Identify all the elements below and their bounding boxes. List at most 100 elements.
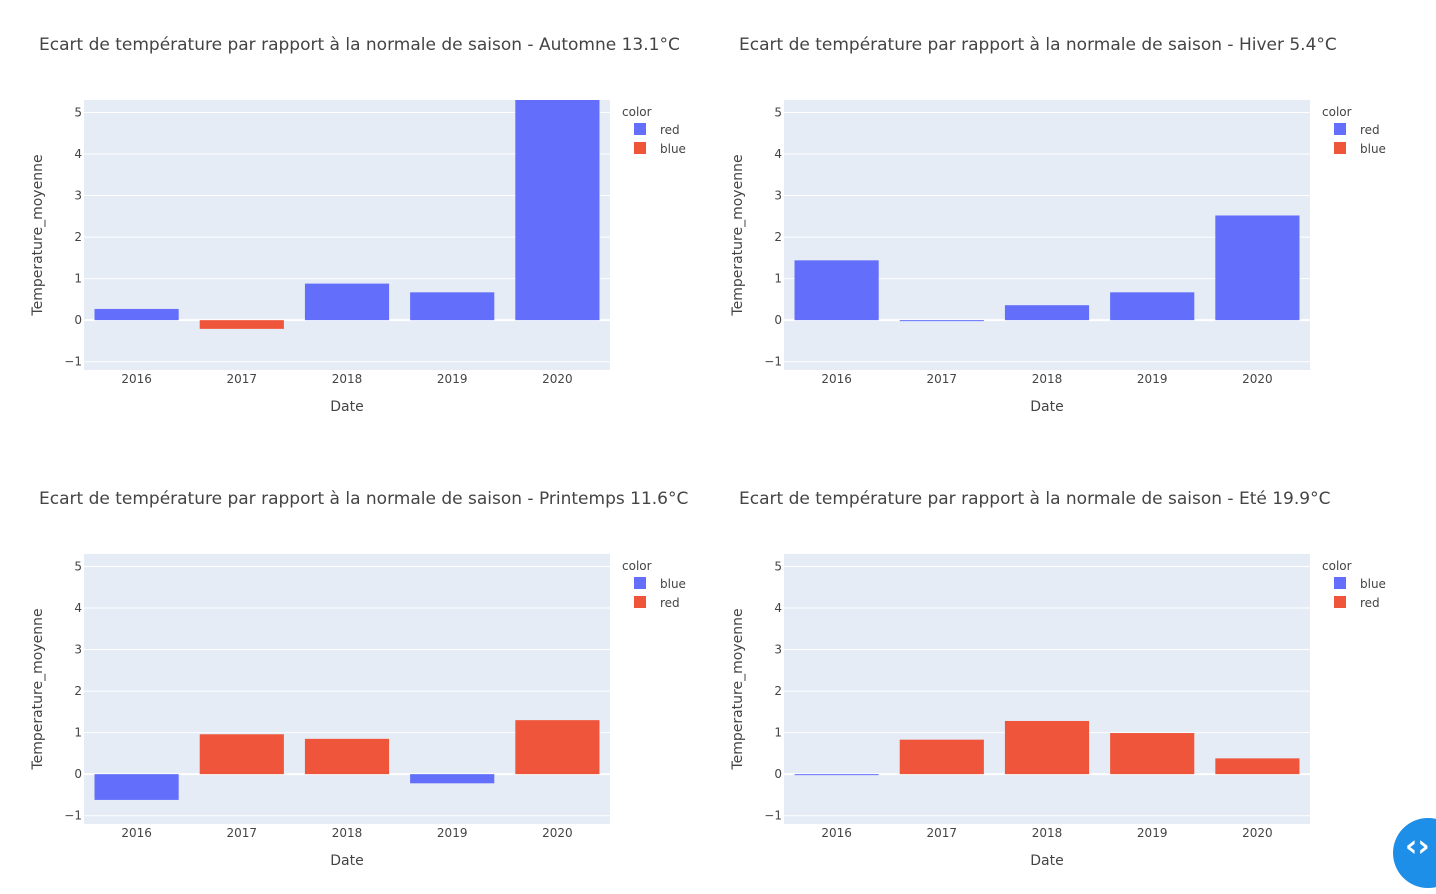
y-tick-label: 0: [74, 313, 82, 327]
bar: [1215, 215, 1300, 321]
y-tick-label: 4: [74, 601, 82, 615]
legend-swatch: [634, 596, 646, 608]
chart-title: Ecart de température par rapport à la no…: [39, 489, 688, 509]
chart-panel-hiver: Ecart de température par rapport à la no…: [700, 0, 1400, 440]
bar: [199, 320, 284, 329]
legend-swatch: [1334, 596, 1346, 608]
bar: [1215, 758, 1300, 775]
y-tick-label: 1: [74, 272, 82, 286]
plot-area: [784, 554, 1310, 824]
x-tick-label: 2018: [1032, 826, 1063, 840]
y-tick-label: 0: [774, 767, 782, 781]
y-axis-title: Temperature_moyenne: [730, 154, 746, 316]
bar: [1110, 292, 1195, 321]
y-tick-label: 3: [774, 189, 782, 203]
y-axis-title: Temperature_moyenne: [730, 608, 746, 770]
y-tick-label: 4: [774, 601, 782, 615]
legend-label: red: [660, 123, 680, 137]
x-axis-title: Date: [330, 399, 363, 415]
x-axis-title: Date: [1030, 853, 1063, 869]
chart-automne: Ecart de température par rapport à la no…: [30, 35, 686, 415]
legend-swatch: [634, 142, 646, 154]
y-tick-label: 0: [74, 767, 82, 781]
x-tick-label: 2019: [1137, 826, 1168, 840]
x-tick-label: 2016: [821, 372, 852, 386]
y-tick-label: 0: [774, 313, 782, 327]
x-tick-label: 2018: [1032, 372, 1063, 386]
y-tick-label: 1: [774, 272, 782, 286]
y-tick-label: 3: [74, 189, 82, 203]
y-tick-label: 2: [74, 230, 82, 244]
x-axis-title: Date: [1030, 399, 1063, 415]
legend-title: color: [622, 559, 652, 573]
legend-title: color: [1322, 559, 1352, 573]
bar: [410, 774, 495, 784]
x-tick-label: 2017: [227, 372, 258, 386]
legend-label: blue: [660, 142, 686, 156]
bar: [1004, 305, 1090, 321]
y-tick-label: 4: [774, 147, 782, 161]
y-tick-label: 4: [74, 147, 82, 161]
legend-swatch: [634, 577, 646, 589]
x-tick-label: 2020: [542, 826, 573, 840]
x-tick-label: 2020: [1242, 826, 1273, 840]
y-tick-label: −1: [764, 809, 782, 823]
y-axis-title: Temperature_moyenne: [30, 154, 46, 316]
chart-panel-automne: Ecart de température par rapport à la no…: [0, 0, 700, 440]
chart-title: Ecart de température par rapport à la no…: [39, 35, 680, 55]
chart-title: Ecart de température par rapport à la no…: [739, 489, 1330, 509]
y-tick-label: 2: [774, 684, 782, 698]
bar: [515, 720, 600, 775]
x-tick-label: 2018: [332, 826, 363, 840]
chart-ete: Ecart de température par rapport à la no…: [730, 489, 1386, 869]
chart-hiver: Ecart de température par rapport à la no…: [730, 35, 1386, 415]
x-tick-label: 2019: [1137, 372, 1168, 386]
legend-swatch: [1334, 123, 1346, 135]
y-tick-label: 3: [74, 643, 82, 657]
legend-label: blue: [660, 577, 686, 591]
bar: [304, 738, 390, 775]
bar: [1004, 720, 1090, 775]
bar: [94, 308, 179, 321]
y-tick-label: −1: [64, 355, 82, 369]
x-tick-label: 2020: [1242, 372, 1273, 386]
bar: [410, 292, 495, 321]
x-tick-label: 2017: [927, 826, 958, 840]
y-tick-label: 1: [74, 726, 82, 740]
bar: [515, 100, 600, 321]
bar: [899, 739, 984, 775]
bar: [94, 774, 179, 800]
y-tick-label: −1: [764, 355, 782, 369]
x-tick-label: 2016: [121, 826, 152, 840]
legend-swatch: [634, 123, 646, 135]
x-tick-label: 2016: [121, 372, 152, 386]
chart-printemps: Ecart de température par rapport à la no…: [30, 489, 688, 869]
bar: [794, 774, 879, 776]
x-tick-label: 2020: [542, 372, 573, 386]
chart-title: Ecart de température par rapport à la no…: [739, 35, 1337, 55]
bar: [199, 734, 284, 775]
x-tick-label: 2018: [332, 372, 363, 386]
bar: [304, 283, 390, 321]
x-tick-label: 2019: [437, 826, 468, 840]
legend-label: red: [1360, 596, 1380, 610]
legend-title: color: [1322, 105, 1352, 119]
y-tick-label: 5: [74, 105, 82, 119]
x-tick-label: 2017: [227, 826, 258, 840]
x-tick-label: 2016: [821, 826, 852, 840]
bar: [1110, 733, 1195, 775]
y-tick-label: 2: [774, 230, 782, 244]
code-chevrons-icon: ‹›: [1405, 829, 1430, 864]
y-axis-title: Temperature_moyenne: [30, 608, 46, 770]
x-axis-title: Date: [330, 853, 363, 869]
legend-label: red: [660, 596, 680, 610]
y-tick-label: 2: [74, 684, 82, 698]
legend-label: blue: [1360, 142, 1386, 156]
legend-title: color: [622, 105, 652, 119]
y-tick-label: 5: [774, 559, 782, 573]
y-tick-label: 5: [74, 559, 82, 573]
chart-panel-ete: Ecart de température par rapport à la no…: [700, 454, 1400, 894]
legend-swatch: [1334, 577, 1346, 589]
legend-label: red: [1360, 123, 1380, 137]
y-tick-label: 1: [774, 726, 782, 740]
